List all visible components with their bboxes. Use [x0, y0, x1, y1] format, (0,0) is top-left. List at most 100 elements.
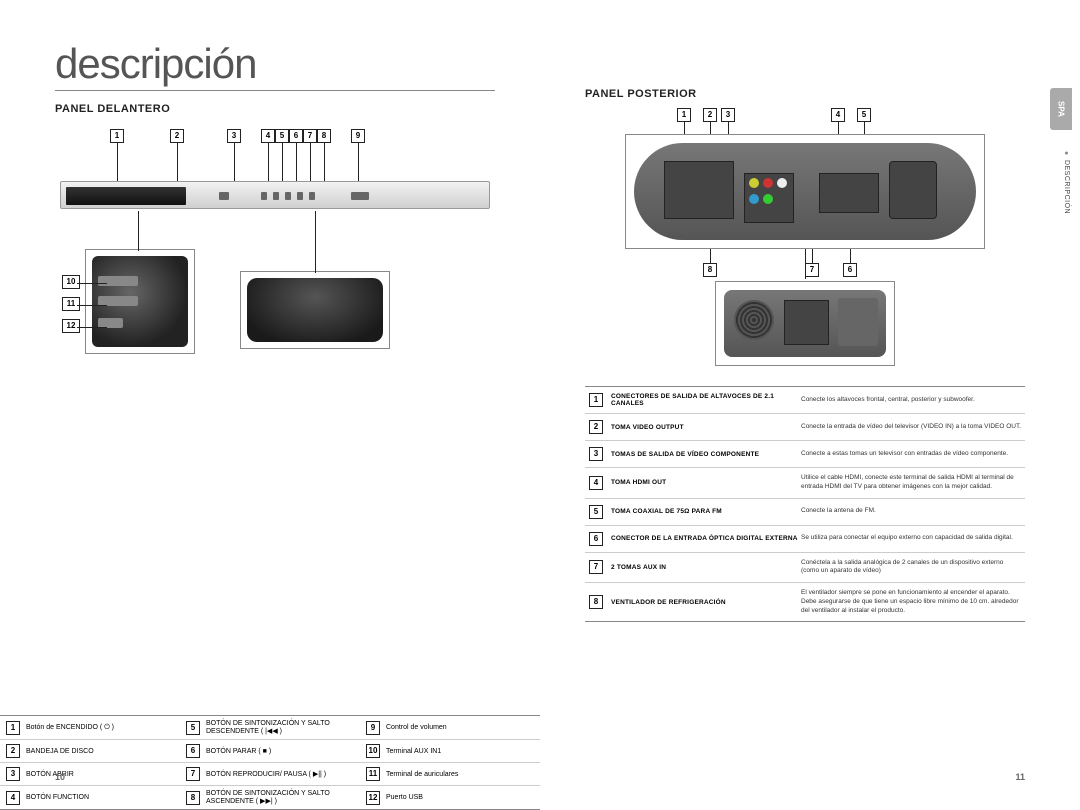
connector-name: VENTILADOR DE REFRIGERACIÓN: [611, 599, 801, 606]
table-row: 3 TOMAS DE SALIDA DE VÍDEO COMPONENTECone…: [585, 440, 1025, 467]
table-row: 3 BOTÓN ABRIR 7 BOTÓN REPRODUCIR/ PAUSA ( ▶…: [0, 762, 540, 785]
table-cell: 2 BANDEJA DE DISCO: [0, 739, 180, 762]
connector-desc: Conecte la entrada de vídeo del televiso…: [801, 423, 1021, 432]
table-cell: 9 Control de volumen: [360, 716, 540, 739]
callout-box: 2: [170, 129, 184, 143]
callout-box: 4: [261, 129, 275, 143]
connector-name: TOMA COAXIAL DE 75Ω PARA FM: [611, 508, 801, 515]
connector-desc: Conecte la antena de FM.: [801, 507, 1021, 516]
rear-panel-diagram: 12345 876: [585, 108, 1025, 366]
rear-main-illustration: [625, 134, 985, 249]
table-row: 1 Botón de ENCENDIDO ( ⏻ ) 5 BOTÓN DE SINTO…: [0, 716, 540, 739]
callout-box: 3: [227, 129, 241, 143]
connector-desc: Conecte a estas tomas un televisor con e…: [801, 450, 1021, 459]
table-cell: 4 BOTÓN FUNCTION: [0, 785, 180, 809]
connector-desc: Conecte los altavoces frontal, central, …: [801, 396, 1021, 405]
table-row: 2 BANDEJA DE DISCO 6 BOTÓN PARAR ( ■ ) 10 Ter…: [0, 739, 540, 762]
rear-panel-table: 1 CONECTORES DE SALIDA DE ALTAVOCES DE 2.…: [585, 386, 1025, 622]
page-number-right: 11: [1015, 772, 1025, 782]
connector-name: TOMAS DE SALIDA DE VÍDEO COMPONENTE: [611, 451, 801, 458]
front-detail-left: 101112: [85, 249, 195, 354]
table-cell-label: BOTÓN PARAR ( ■ ): [206, 748, 271, 755]
table-cell: 11 Terminal de auriculares: [360, 762, 540, 785]
table-cell: 10 Terminal AUX IN1: [360, 739, 540, 762]
main-title: descripción: [55, 40, 495, 91]
table-cell: 8 BOTÓN DE SINTONIZACIÓN Y SALTO ASCENDEN…: [180, 785, 360, 809]
callout-box: 7: [303, 129, 317, 143]
player-body-illustration: [60, 181, 490, 209]
connector-desc: Utilice el cable HDMI, conecte este term…: [801, 474, 1021, 492]
table-cell-label: BOTÓN FUNCTION: [26, 794, 89, 801]
table-row: 1 CONECTORES DE SALIDA DE ALTAVOCES DE 2.…: [585, 387, 1025, 413]
callout-number: 11: [366, 767, 380, 781]
table-row: 2TOMA VIDEO OUTPUTConecte la entrada de …: [585, 413, 1025, 440]
callout-box: 9: [351, 129, 365, 143]
callout-number: 7: [186, 767, 200, 781]
rear-detail-illustration: [715, 281, 895, 366]
callout-box: 3: [721, 108, 735, 122]
front-panel-heading: PANEL DELANTERO: [55, 103, 495, 115]
callout-number: 6: [589, 532, 603, 546]
table-row: 6 CONECTOR DE LA ENTRADA ÓPTICA DIGITAL E…: [585, 525, 1025, 552]
callout-number: 3: [6, 767, 20, 781]
rear-panel-heading: PANEL POSTERIOR: [585, 88, 1025, 100]
connector-name: CONECTORES DE SALIDA DE ALTAVOCES DE 2.1…: [611, 393, 801, 407]
left-page: descripción PANEL DELANTERO 123456789 10: [0, 0, 540, 810]
callout-box: 5: [857, 108, 871, 122]
callout-number: 4: [589, 476, 603, 490]
table-cell: 5 BOTÓN DE SINTONIZACIÓN Y SALTO DESCENDE…: [180, 716, 360, 739]
table-cell-label: Control de volumen: [386, 724, 447, 731]
table-cell: 3 BOTÓN ABRIR: [0, 762, 180, 785]
callout-box: 5: [275, 129, 289, 143]
table-row: 4 BOTÓN FUNCTION 8 BOTÓN DE SINTONIZACIÓN Y…: [0, 785, 540, 809]
table-row: 72 TOMAS AUX INConéctela a la salida ana…: [585, 552, 1025, 583]
callout-number: 1: [589, 393, 603, 407]
page-number-left: 10: [55, 772, 65, 782]
callout-number: 7: [589, 560, 603, 574]
front-detail-mid: [240, 271, 390, 349]
connector-name: 2 TOMAS AUX IN: [611, 564, 801, 571]
table-cell-label: BOTÓN ABRIR: [26, 771, 74, 778]
table-cell-label: Botón de ENCENDIDO ( ⏻ ): [26, 724, 114, 732]
callout-number: 2: [6, 744, 20, 758]
callout-box: 4: [831, 108, 845, 122]
table-cell: 1 Botón de ENCENDIDO ( ⏻ ): [0, 716, 180, 739]
connector-name: TOMA HDMI OUT: [611, 479, 801, 486]
front-panel-diagram: 123456789 101112: [55, 129, 495, 394]
callout-box: 12: [62, 319, 80, 333]
connector-desc: El ventilador siempre se pone en funcion…: [801, 589, 1021, 615]
table-cell: 6 BOTÓN PARAR ( ■ ): [180, 739, 360, 762]
callout-number: 6: [186, 744, 200, 758]
callout-number: 8: [589, 595, 603, 609]
callout-number: 12: [366, 791, 380, 805]
callout-box: 1: [110, 129, 124, 143]
callout-box: 6: [843, 263, 857, 277]
callout-number: 1: [6, 721, 20, 735]
connector-name: CONECTOR DE LA ENTRADA ÓPTICA DIGITAL EX…: [611, 535, 801, 542]
callout-box: 11: [62, 297, 80, 311]
callout-number: 10: [366, 744, 380, 758]
table-cell-label: BOTÓN DE SINTONIZACIÓN Y SALTO ASCENDENT…: [206, 790, 354, 805]
connector-desc: Se utiliza para conectar el equipo exter…: [801, 534, 1021, 543]
front-panel-table: 1 Botón de ENCENDIDO ( ⏻ ) 5 BOTÓN DE SINTO…: [0, 715, 540, 810]
table-cell-label: Terminal de auriculares: [386, 771, 458, 778]
callout-number: 4: [6, 791, 20, 805]
table-cell-label: Terminal AUX IN1: [386, 748, 441, 755]
table-cell-label: BOTÓN DE SINTONIZACIÓN Y SALTO DESCENDEN…: [206, 720, 354, 735]
callout-box: 8: [703, 263, 717, 277]
callout-number: 3: [589, 447, 603, 461]
callout-number: 9: [366, 721, 380, 735]
table-cell-label: BOTÓN REPRODUCIR/ PAUSA ( ▶|| ): [206, 770, 326, 778]
connector-name: TOMA VIDEO OUTPUT: [611, 424, 801, 431]
callout-number: 8: [186, 791, 200, 805]
callout-box: 6: [289, 129, 303, 143]
callout-number: 5: [589, 505, 603, 519]
section-side-label: DESCRIPCIÓN: [1063, 150, 1070, 214]
callout-box: 7: [805, 263, 819, 277]
page-spread: descripción PANEL DELANTERO 123456789 10: [0, 0, 1080, 810]
table-cell: 12 Puerto USB: [360, 785, 540, 809]
table-cell-label: Puerto USB: [386, 794, 423, 801]
table-cell-label: BANDEJA DE DISCO: [26, 748, 94, 755]
language-tab: SPA: [1050, 88, 1072, 130]
callout-number: 5: [186, 721, 200, 735]
